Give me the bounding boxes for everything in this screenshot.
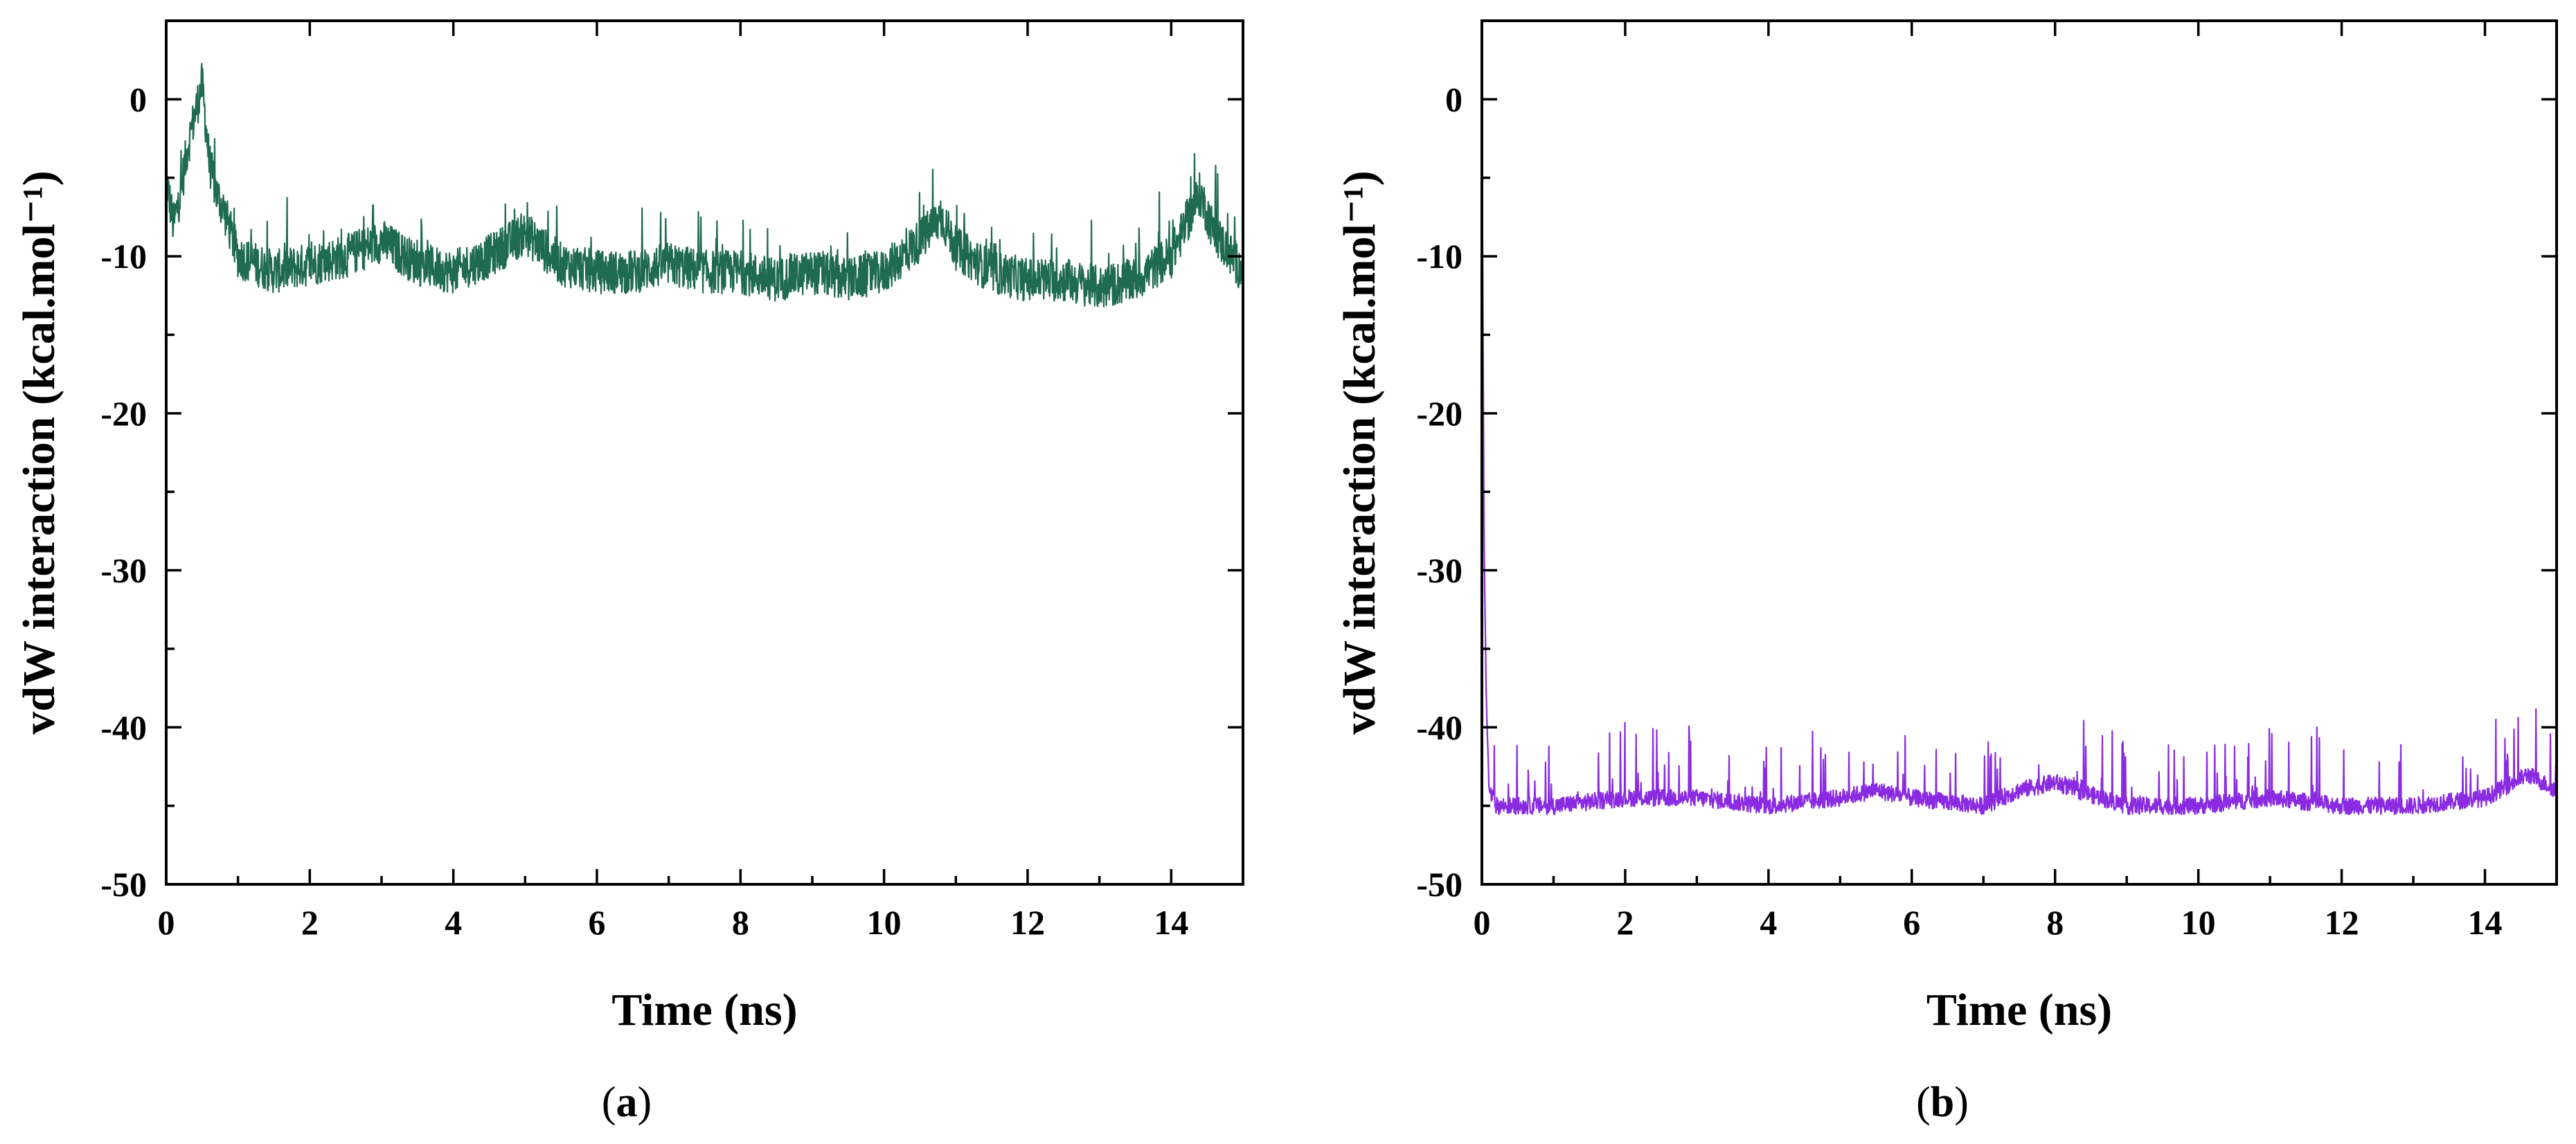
y-tick-label: -50 <box>1416 865 1463 904</box>
y-tick-label: -30 <box>1416 551 1463 590</box>
panel-label: (b) <box>1916 1079 1969 1126</box>
y-tick-label: -10 <box>1416 237 1463 276</box>
x-tick-label: 12 <box>1010 903 1045 942</box>
y-axis-title: vdW interaction (kcal.mol⁻¹) <box>14 170 64 734</box>
y-tick-label: -20 <box>1416 394 1463 433</box>
x-tick-label: 2 <box>301 903 319 942</box>
x-tick-label: 0 <box>1474 903 1491 942</box>
x-tick-label: 12 <box>2325 903 2359 942</box>
x-tick-label: 6 <box>589 903 606 942</box>
panel-label: (a) <box>602 1079 652 1126</box>
plot-frame <box>165 19 1244 886</box>
series-line-b <box>1481 100 2558 816</box>
chart-panel-b: 0 2 4 6 8 10 12 14 0 -10 -20 -30 -40 -50 Time (ns) vdW … <box>1334 19 2558 1126</box>
y-tick-label: -40 <box>100 708 147 747</box>
y-tick-label: -50 <box>100 865 147 904</box>
x-tick-label: 6 <box>1903 903 1920 942</box>
x-tick-label: 0 <box>158 903 175 942</box>
plot-frame <box>1481 19 2558 886</box>
x-tick-label: 4 <box>1760 903 1777 942</box>
y-tick-label: -20 <box>100 394 147 433</box>
x-tick-label: 10 <box>867 903 902 942</box>
y-tick-label: -30 <box>100 551 147 590</box>
x-tick-label: 4 <box>445 903 462 942</box>
x-axis-title: Time (ns) <box>1926 985 2112 1035</box>
y-tick-label: 0 <box>1445 80 1463 118</box>
y-axis-title: vdW interaction (kcal.mol⁻¹) <box>1334 170 1385 734</box>
x-tick-label: 14 <box>1154 903 1188 942</box>
y-tick-label: -40 <box>1416 708 1463 747</box>
x-tick-label: 10 <box>2181 903 2216 942</box>
y-tick-label: 0 <box>129 80 147 118</box>
x-tick-label: 14 <box>2468 903 2503 942</box>
x-tick-label: 8 <box>2046 903 2064 942</box>
chart-panel-a: 0 2 4 6 8 10 12 14 0 -10 -20 -30 -40 -50 Time (ns) vdW … <box>14 19 1244 1126</box>
x-tick-label: 2 <box>1616 903 1634 942</box>
x-tick-label: 8 <box>732 903 749 942</box>
y-tick-label: -10 <box>100 237 147 276</box>
series-line-a <box>165 62 1244 307</box>
x-axis-title: Time (ns) <box>611 985 797 1035</box>
